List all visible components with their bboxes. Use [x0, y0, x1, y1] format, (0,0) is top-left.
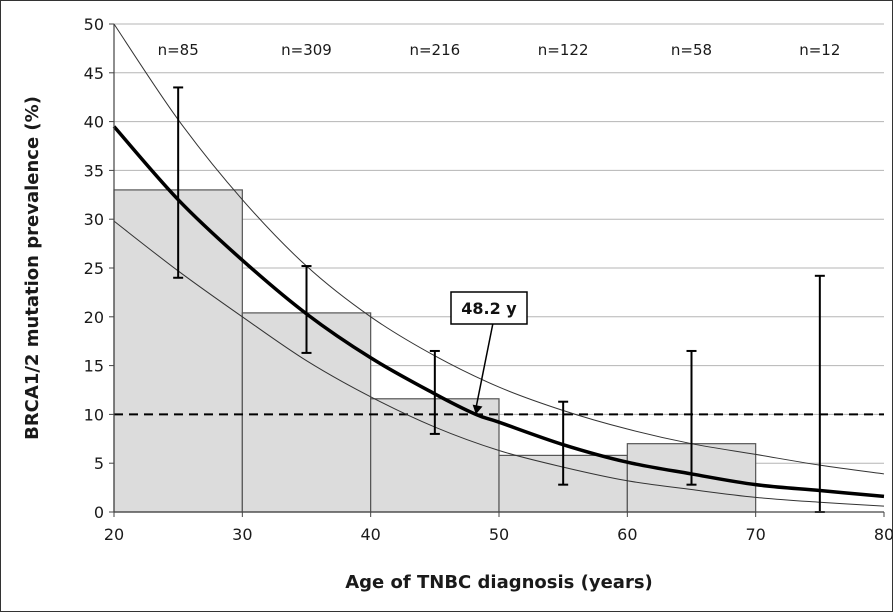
y-tick-label: 50: [84, 15, 104, 34]
y-tick-label: 45: [84, 64, 104, 83]
fitted-curve: [112, 125, 885, 499]
x-axis-title: Age of TNBC diagnosis (years): [345, 572, 653, 593]
x-tick-label: 30: [232, 525, 252, 544]
curves: [112, 23, 885, 507]
annotation-box: [450, 291, 528, 325]
y-tick-label: 15: [84, 357, 104, 376]
annotation-arrow-line: [475, 323, 494, 409]
error-bars: [173, 86, 825, 513]
sample-size-label: n=122: [538, 41, 589, 59]
y-tick-label: 10: [84, 405, 104, 424]
annotation-layer: 48.2 y: [450, 291, 528, 415]
sample-size-label: n=309: [281, 41, 332, 59]
annotation-label: 48.2 y: [461, 299, 517, 318]
sample-size-labels: n=85 n=309 n=216 n=122 n=58 n=12: [158, 41, 841, 59]
sample-size-label: n=216: [409, 41, 460, 59]
x-tick-label: 40: [360, 525, 380, 544]
axes: 0 5 10 15 20 25 30 35 40 45 50 20 30 40 50 60 70 80: [84, 15, 893, 544]
y-tick-label: 40: [84, 113, 104, 132]
y-tick-label: 5: [94, 454, 104, 473]
y-tick-label: 35: [84, 161, 104, 180]
x-tick-label: 70: [745, 525, 765, 544]
lower-ci-curve: [113, 220, 885, 507]
y-tick-label: 30: [84, 210, 104, 229]
x-tick-label: 60: [617, 525, 637, 544]
y-axis-title: BRCA1/2 mutation prevalence (%): [22, 96, 43, 440]
sample-size-label: n=85: [158, 41, 199, 59]
y-tick-label: 0: [94, 503, 104, 522]
x-tick-label: 20: [104, 525, 124, 544]
annotation-arrow-head: [472, 404, 483, 415]
sample-size-label: n=12: [799, 41, 840, 59]
upper-ci-curve: [113, 23, 885, 475]
y-tick-label: 20: [84, 308, 104, 327]
y-tick-label: 25: [84, 259, 104, 278]
sample-size-label: n=58: [671, 41, 712, 59]
x-tick-label: 80: [874, 525, 893, 544]
x-tick-label: 50: [489, 525, 509, 544]
